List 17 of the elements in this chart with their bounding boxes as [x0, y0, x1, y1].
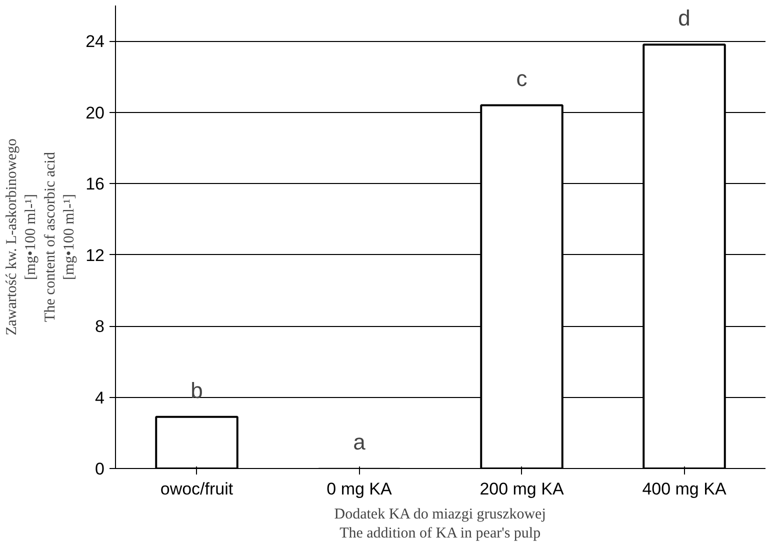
- y-tick-label: 4: [95, 388, 105, 408]
- annotation: c: [516, 66, 528, 92]
- annotation: a: [353, 430, 366, 454]
- y-tick-label: 24: [86, 32, 105, 52]
- x-tick-label: owoc/fruit: [160, 480, 234, 498]
- annotation: b: [190, 378, 203, 403]
- y-tick-label: 20: [86, 103, 105, 122]
- y-tick-label: 8: [95, 317, 105, 336]
- x-tick-label: 400 mg KA: [642, 480, 727, 498]
- y-tick-label: 12: [86, 246, 105, 265]
- annotation: d: [678, 6, 690, 31]
- y-tick-label: 0: [95, 460, 105, 478]
- x-tick-label: 0 mg KA: [326, 480, 393, 498]
- y-axis-title: Zawartość kw. L-askorbinowego [mg•100 ml-¹] The content of ascorbic acid [mg•100 ml-¹]: [4, 138, 78, 336]
- x-tick-label: 200 mg KA: [480, 480, 564, 498]
- x-axis-title: Dodatek KA do miazgi gruszkowej The addition of KA in pear's pulp: [334, 506, 546, 542]
- y-tick-label: 16: [86, 174, 105, 194]
